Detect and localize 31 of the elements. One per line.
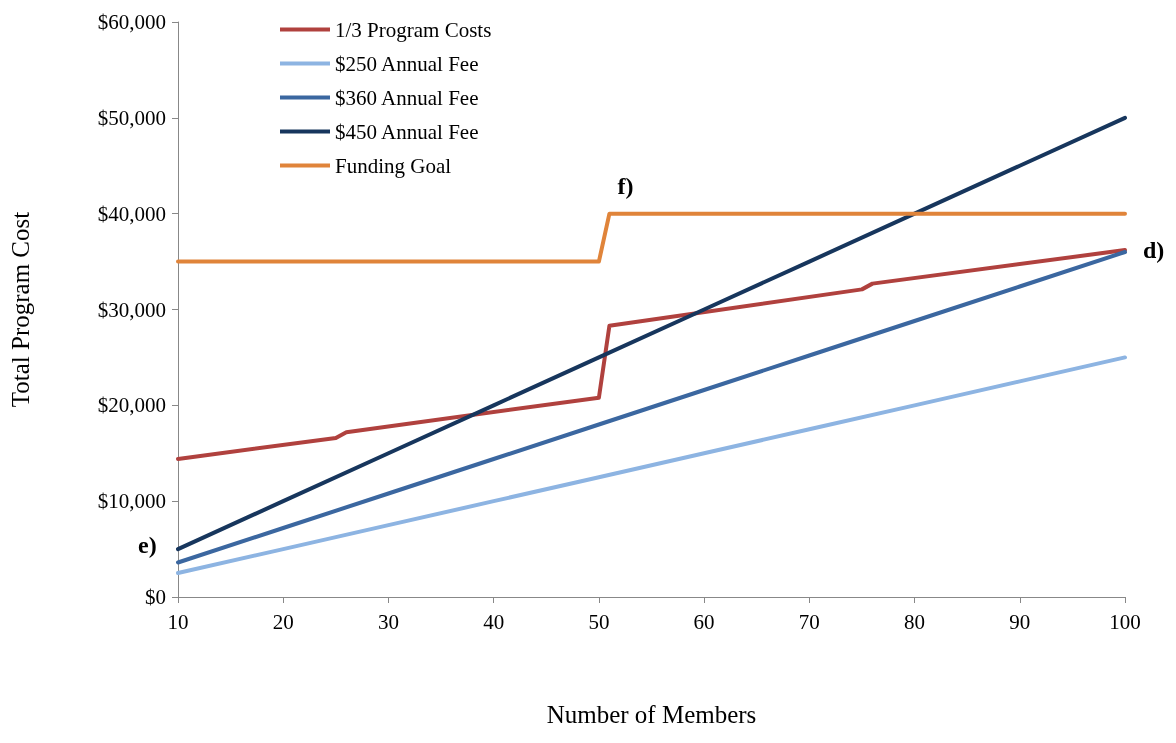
line-series bbox=[176, 248, 1127, 461]
x-tick-label: 50 bbox=[588, 609, 610, 634]
legend-label: $450 Annual Fee bbox=[335, 119, 479, 144]
x-tick-label: 20 bbox=[272, 609, 294, 634]
line-series bbox=[176, 250, 1127, 565]
y-tick-label: $20,000 bbox=[97, 393, 166, 418]
x-tick-label: 10 bbox=[167, 609, 189, 634]
annotation: e) bbox=[138, 532, 157, 559]
annotation: d) bbox=[1143, 237, 1165, 263]
x-tick-label: 40 bbox=[483, 609, 505, 634]
x-tick-label: 70 bbox=[798, 609, 820, 634]
annotation: f) bbox=[617, 172, 634, 199]
x-tick-label: 30 bbox=[377, 609, 399, 634]
legend-label: Funding Goal bbox=[335, 153, 452, 178]
line-series bbox=[176, 115, 1127, 552]
y-tick-label: $0 bbox=[145, 585, 166, 609]
legend-label: $250 Annual Fee bbox=[335, 51, 479, 76]
y-tick-label: $30,000 bbox=[97, 297, 166, 322]
y-tick-label: $50,000 bbox=[97, 105, 166, 130]
y-tick-label: $10,000 bbox=[97, 489, 166, 514]
y-tick-label: $60,000 bbox=[97, 10, 166, 34]
x-axis-title: Number of Members bbox=[546, 701, 757, 728]
line-series bbox=[176, 355, 1127, 576]
legend-label: $360 Annual Fee bbox=[335, 85, 479, 110]
y-tick-label: $40,000 bbox=[97, 201, 166, 226]
legend-label: 1/3 Program Costs bbox=[335, 17, 492, 42]
x-tick-label: 90 bbox=[1009, 609, 1031, 634]
x-tick-label: 60 bbox=[693, 609, 715, 634]
x-tick-label: 80 bbox=[904, 609, 926, 634]
x-tick-label: 100 bbox=[1109, 609, 1141, 634]
y-axis-title: Total Program Cost bbox=[7, 211, 34, 408]
